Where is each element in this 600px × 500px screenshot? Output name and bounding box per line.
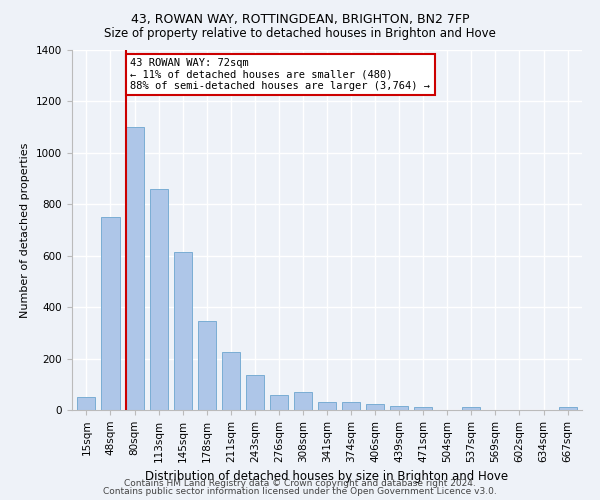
Bar — [342, 402, 360, 410]
Bar — [125, 127, 143, 410]
Bar — [390, 406, 408, 410]
Y-axis label: Number of detached properties: Number of detached properties — [20, 142, 31, 318]
Bar — [77, 397, 95, 410]
Bar — [197, 322, 216, 410]
Bar — [318, 402, 336, 410]
Bar — [246, 376, 264, 410]
Bar — [294, 392, 312, 410]
X-axis label: Distribution of detached houses by size in Brighton and Hove: Distribution of detached houses by size … — [145, 470, 509, 483]
Text: Contains HM Land Registry data © Crown copyright and database right 2024.: Contains HM Land Registry data © Crown c… — [124, 478, 476, 488]
Bar — [414, 408, 432, 410]
Text: 43, ROWAN WAY, ROTTINGDEAN, BRIGHTON, BN2 7FP: 43, ROWAN WAY, ROTTINGDEAN, BRIGHTON, BN… — [131, 12, 469, 26]
Bar — [173, 252, 191, 410]
Bar — [559, 407, 577, 410]
Bar — [463, 407, 481, 410]
Bar — [149, 189, 167, 410]
Text: Size of property relative to detached houses in Brighton and Hove: Size of property relative to detached ho… — [104, 28, 496, 40]
Bar — [101, 217, 119, 410]
Text: 43 ROWAN WAY: 72sqm
← 11% of detached houses are smaller (480)
88% of semi-detac: 43 ROWAN WAY: 72sqm ← 11% of detached ho… — [130, 58, 430, 91]
Text: Contains public sector information licensed under the Open Government Licence v3: Contains public sector information licen… — [103, 487, 497, 496]
Bar — [222, 352, 240, 410]
Bar — [366, 404, 384, 410]
Bar — [270, 394, 288, 410]
